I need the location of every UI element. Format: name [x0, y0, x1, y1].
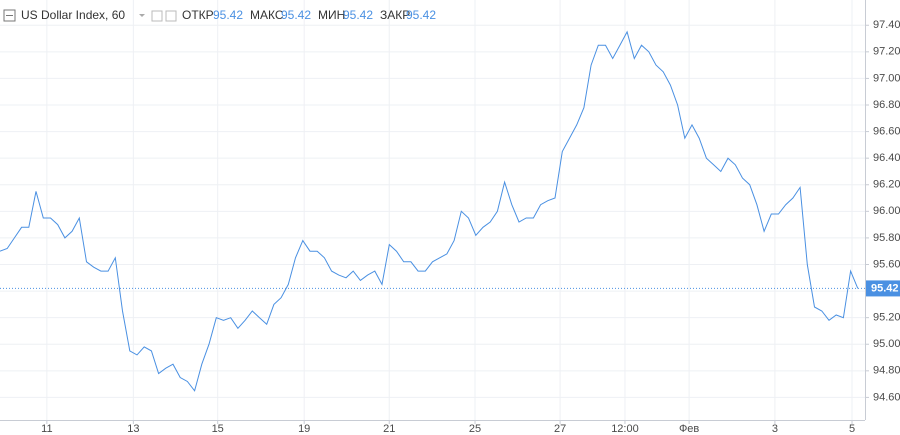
x-tick-label: 21	[383, 423, 395, 435]
stat-label: ОТКР	[182, 8, 214, 22]
x-tick-label: 11	[41, 423, 52, 435]
x-tick-label: Фев	[679, 423, 699, 435]
y-tick-label: 96.00	[873, 205, 900, 217]
y-tick-label: 96.60	[873, 125, 900, 137]
y-tick-label: 94.60	[873, 391, 900, 403]
stat-label: МАКС	[250, 8, 284, 22]
stat-value: 95.42	[281, 8, 311, 22]
symbol-title: US Dollar Index, 60	[21, 8, 125, 22]
y-tick-label: 95.60	[873, 258, 900, 270]
y-tick-label: 95.80	[873, 232, 900, 244]
y-tick-label: 94.80	[873, 365, 900, 377]
y-tick-label: 96.40	[873, 152, 900, 164]
last-price-label: 95.42	[871, 282, 899, 294]
y-tick-label: 96.20	[873, 179, 900, 191]
stat-value: 95.42	[213, 8, 243, 22]
price-line	[0, 30, 859, 392]
dropdown-caret[interactable]	[139, 14, 145, 17]
x-tick-label: 5	[849, 423, 855, 435]
stat-label: ЗАКР	[380, 8, 410, 22]
x-tick-label: 19	[298, 423, 310, 435]
hide-icon[interactable]	[165, 10, 177, 22]
stat-value: 95.42	[343, 8, 373, 22]
symbol-icon[interactable]	[3, 9, 16, 22]
stat-label: МИН	[318, 8, 345, 22]
y-tick-label: 97.20	[873, 46, 900, 58]
x-tick-label: 25	[469, 423, 481, 435]
stat-value: 95.42	[406, 8, 436, 22]
y-tick-label: 96.80	[873, 99, 900, 111]
x-tick-label: 27	[554, 423, 566, 435]
settings-icon[interactable]	[151, 10, 163, 22]
grid	[0, 0, 865, 420]
x-tick-label: 3	[772, 423, 778, 435]
x-tick-label: 13	[127, 423, 139, 435]
x-tick-label: 15	[212, 423, 224, 435]
y-tick-label: 97.00	[873, 72, 900, 84]
y-tick-label: 95.00	[873, 338, 900, 350]
x-tick-label: 12:00	[611, 423, 639, 435]
y-tick-label: 97.40	[873, 19, 900, 31]
last-price-box	[866, 280, 900, 297]
y-tick-label: 95.20	[873, 312, 900, 324]
